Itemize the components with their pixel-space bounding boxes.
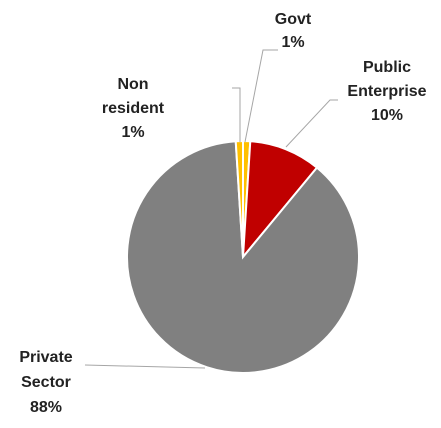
leader-line-private-sector [84,364,206,369]
slice-label-line: 88% [30,399,62,416]
slice-label-line: 1% [281,34,304,51]
slice-label-line: resident [102,100,165,117]
pie-slice-public-enterprise [241,140,319,261]
slice-label-public-enterprise: Public Enterprise 10% [347,59,426,124]
pie-slice-non-resident [234,139,244,258]
slice-label-line: Govt [275,11,312,28]
slice-label-line: Sector [21,374,71,391]
leader-line-non-resident [232,87,241,142]
slice-label-non-resident: Non resident 1% [102,76,165,141]
pie-slice-private-sector [126,140,360,374]
slice-label-line: Enterprise [347,83,426,100]
slice-label-line: Non [117,76,148,93]
slice-label-govt: Govt 1% [275,11,312,51]
leader-lines [84,49,338,369]
slice-label-line: Private [19,349,72,366]
slice-labels: Govt 1% Public Enterprise 10% Private Sector 88… [19,11,426,416]
pie-slices [126,139,360,374]
slice-label-line: Public [363,59,411,76]
slice-label-private-sector: Private Sector 88% [19,349,72,416]
slice-label-line: 10% [371,107,403,124]
leader-line-public-enterprise [285,99,338,148]
slice-label-line: 1% [121,124,144,141]
leader-line-govt [244,49,278,143]
